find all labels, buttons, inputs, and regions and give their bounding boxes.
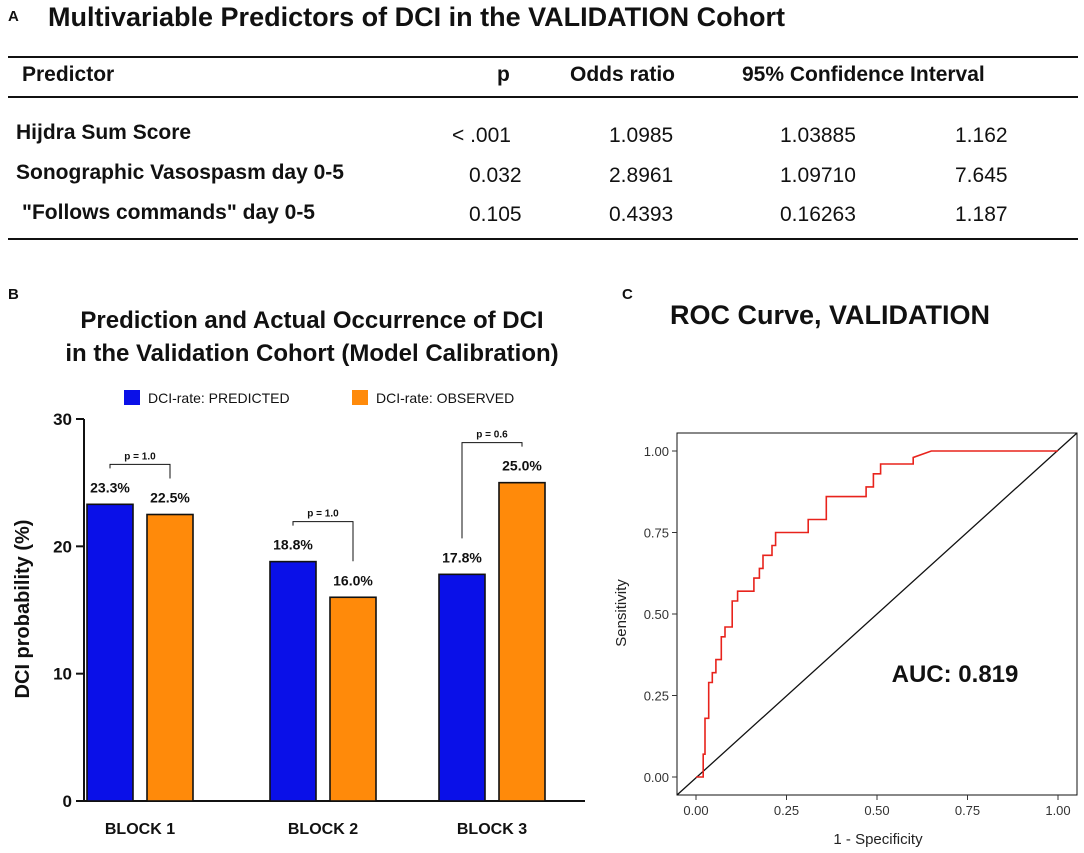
table-header-rule: [8, 96, 1078, 98]
row-p: < .001: [452, 124, 511, 147]
chart-b-comparisons: p = 1.0 p = 1.0 p = 0.6: [109, 430, 523, 562]
reference-diagonal: [676, 432, 1078, 796]
legend-label-observed: DCI-rate: OBSERVED: [376, 390, 514, 406]
chart-c-reference-line: [676, 432, 1078, 796]
x-tick-label: 0.00: [683, 803, 708, 818]
category-label: BLOCK 2: [288, 821, 358, 838]
panel-b-label: B: [8, 286, 19, 303]
y-tick-label: 1.00: [644, 444, 669, 459]
bar-predicted: [438, 573, 486, 802]
row-predictor: Sonographic Vasospasm day 0-5: [16, 161, 344, 184]
chart-b-bars: [86, 481, 546, 802]
comparison-p-value: p = 1.0: [307, 509, 339, 520]
chart-b-data-labels: 23.3% 22.5% 18.8% 16.0% 17.8% 25.0%: [90, 458, 542, 589]
chart-b-category-labels: BLOCK 1 BLOCK 2 BLOCK 3: [105, 821, 527, 838]
chart-c-title: ROC Curve, VALIDATION: [670, 300, 990, 330]
row-ci-high: 1.162: [955, 124, 1008, 147]
row-predictor: "Follows commands" day 0-5: [22, 201, 315, 224]
row-odds-ratio: 0.4393: [609, 203, 674, 226]
data-label-observed: 16.0%: [333, 572, 373, 588]
row-odds-ratio: 2.8961: [609, 164, 674, 187]
y-tick-label: 20: [53, 537, 72, 556]
comparison-p-value: p = 0.6: [476, 430, 508, 441]
chart-b-legend: DCI-rate: PREDICTED DCI-rate: OBSERVED: [124, 390, 514, 406]
bar-observed: [146, 513, 194, 802]
legend-label-predicted: DCI-rate: PREDICTED: [148, 390, 290, 406]
bar-observed: [329, 596, 377, 802]
row-ci-high: 1.187: [955, 203, 1008, 226]
panel-c-label: C: [622, 286, 633, 303]
table-top-rule: [8, 56, 1078, 58]
data-label-predicted: 23.3%: [90, 479, 130, 495]
bar-predicted: [269, 560, 317, 802]
row-p: 0.032: [469, 164, 522, 187]
row-p: 0.105: [469, 203, 522, 226]
y-tick-label: 30: [53, 410, 72, 429]
y-tick-label: 10: [53, 665, 72, 684]
chart-c-xlabel: 1 - Specificity: [833, 831, 923, 848]
chart-c-auc-annotation: AUC: 0.819: [892, 661, 1019, 688]
table-bottom-rule: [8, 238, 1078, 240]
header-odds-ratio: Odds ratio: [570, 63, 676, 86]
row-ci-low: 1.09710: [780, 164, 856, 187]
row-odds-ratio: 1.0985: [609, 124, 674, 147]
x-tick-label: 1.00: [1045, 803, 1070, 818]
data-label-predicted: 17.8%: [442, 549, 482, 565]
x-tick-label: 0.50: [864, 803, 889, 818]
x-tick-label: 0.25: [774, 803, 799, 818]
legend-swatch-predicted: [124, 390, 140, 405]
y-tick-label: 0.00: [644, 770, 669, 785]
category-label: BLOCK 3: [457, 821, 527, 838]
header-p: p: [497, 63, 510, 86]
row-ci-high: 7.645: [955, 164, 1008, 187]
chart-b-title: Prediction and Actual Occurrence of DCI: [80, 307, 543, 334]
data-label-predicted: 18.8%: [273, 537, 313, 553]
header-predictor: Predictor: [22, 63, 115, 86]
comparison-bracket: [109, 463, 171, 479]
calibration-bar-chart: Prediction and Actual Occurrence of DCI …: [12, 307, 585, 838]
bar-observed: [498, 481, 546, 802]
row-ci-low: 1.03885: [780, 124, 856, 147]
y-tick-label: 0.75: [644, 526, 669, 541]
data-label-observed: 25.0%: [502, 458, 542, 474]
legend-swatch-observed: [352, 390, 368, 405]
roc-line: [696, 450, 1058, 778]
roc-curve-chart: ROC Curve, VALIDATION 0.000.000.250.250.…: [613, 300, 1078, 848]
x-tick-label: 0.75: [955, 803, 980, 818]
chart-b-subtitle: in the Validation Cohort (Model Calibrat…: [65, 340, 558, 367]
y-tick-label: 0.25: [644, 689, 669, 704]
category-label: BLOCK 1: [105, 821, 175, 838]
panel-a-label: A: [8, 8, 19, 25]
chart-b-ylabel: DCI probability (%): [12, 520, 34, 699]
chart-c-roc-curve: [696, 450, 1058, 778]
row-ci-low: 0.16263: [780, 203, 856, 226]
y-tick-label: 0.50: [644, 607, 669, 622]
panel-a-title: Multivariable Predictors of DCI in the V…: [48, 2, 786, 32]
comparison-bracket: [292, 521, 354, 562]
row-predictor: Hijdra Sum Score: [16, 121, 192, 144]
header-confidence-interval: 95% Confidence Interval: [742, 63, 985, 86]
data-label-observed: 22.5%: [150, 490, 190, 506]
comparison-p-value: p = 1.0: [124, 451, 156, 462]
comparison-bracket: [461, 442, 523, 539]
y-tick-label: 0: [63, 792, 72, 811]
bar-predicted: [86, 503, 134, 802]
chart-c-axes: 0.00 0.00 0.25 0.25 0.50 0.50 0.75 0.75 1.00 1.00: [644, 432, 1078, 818]
chart-c-ylabel: Sensitivity: [613, 579, 630, 647]
